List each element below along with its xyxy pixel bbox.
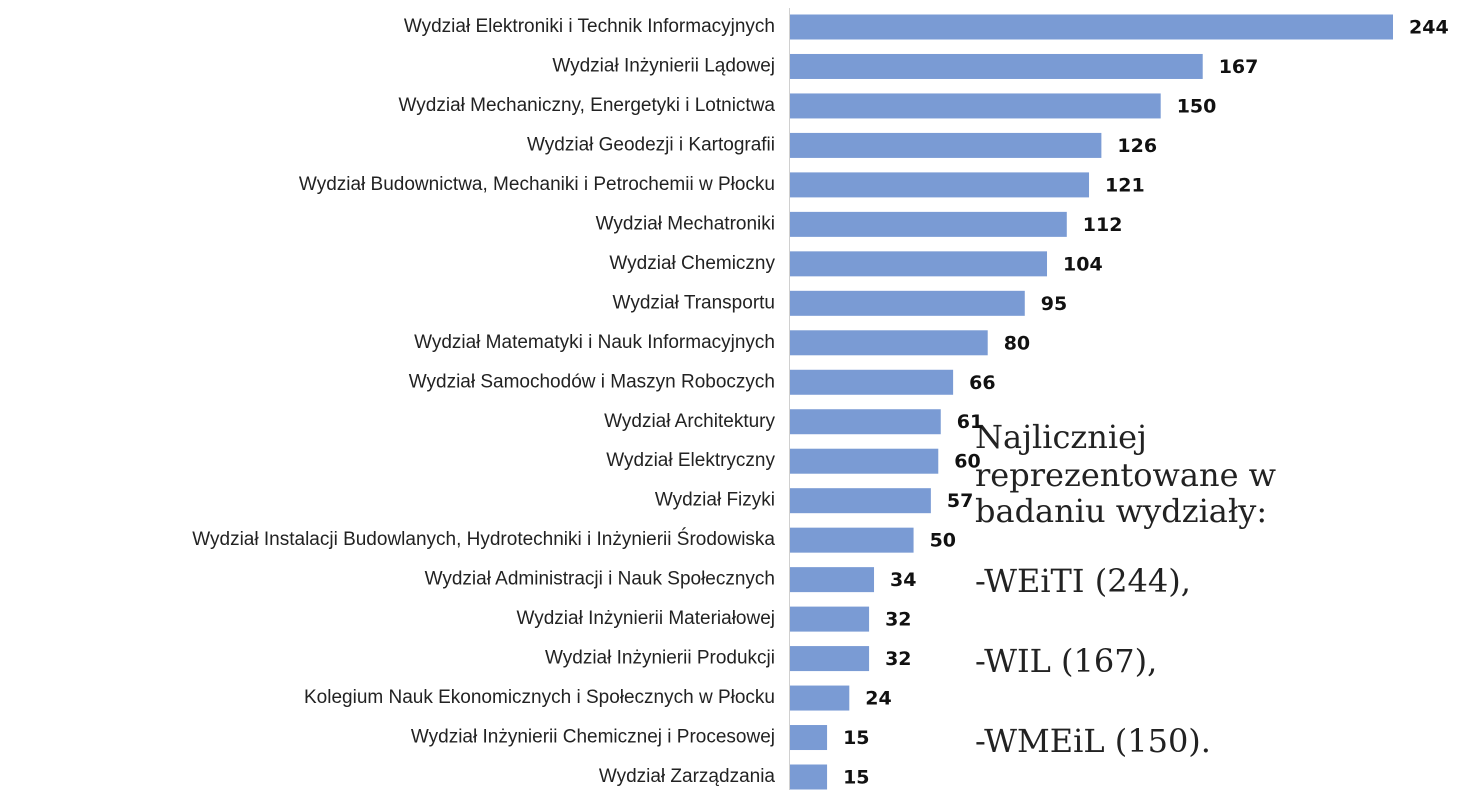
category-label: Wydział Geodezji i Kartografii xyxy=(527,134,775,155)
value-label: 95 xyxy=(1041,293,1067,315)
annotation-item: -WMEiL (150). xyxy=(975,722,1211,760)
bar xyxy=(790,251,1048,277)
bar xyxy=(790,567,875,593)
category-label: Wydział Inżynierii Lądowej xyxy=(552,55,775,76)
bar xyxy=(790,448,939,474)
annotation-heading: badaniu wydziały: xyxy=(975,492,1267,530)
bar xyxy=(790,53,1203,79)
value-label: 121 xyxy=(1105,174,1145,196)
bar xyxy=(790,330,988,356)
category-label: Wydział Mechaniczny, Energetyki i Lotnic… xyxy=(399,95,776,116)
value-label: 60 xyxy=(954,451,980,473)
bar xyxy=(790,646,870,672)
category-label: Wydział Fizyki xyxy=(655,490,775,511)
value-label: 126 xyxy=(1117,135,1157,157)
value-label: 244 xyxy=(1409,17,1449,39)
bar xyxy=(790,172,1090,198)
value-label: 50 xyxy=(930,530,956,552)
bar xyxy=(790,211,1067,237)
value-label: 15 xyxy=(843,727,869,749)
category-label: Wydział Inżynierii Chemicznej i Procesow… xyxy=(411,727,775,748)
value-label: 34 xyxy=(890,569,916,591)
value-label: 150 xyxy=(1177,95,1217,117)
category-label: Wydział Elektryczny xyxy=(606,450,775,471)
bar xyxy=(790,132,1102,158)
category-label: Wydział Zarządzania xyxy=(599,766,776,787)
category-label: Wydział Budownictwa, Mechaniki i Petroch… xyxy=(299,174,775,195)
value-label: 112 xyxy=(1083,214,1123,236)
value-label: 24 xyxy=(865,688,891,710)
value-label: 57 xyxy=(947,490,973,512)
annotation-item: -WEiTI (244), xyxy=(975,562,1191,600)
category-label: Wydział Transportu xyxy=(613,292,775,313)
bar xyxy=(790,488,931,514)
category-label: Kolegium Nauk Ekonomicznych i Społecznyc… xyxy=(304,687,775,708)
category-label: Wydział Mechatroniki xyxy=(596,213,775,234)
bar xyxy=(790,527,914,553)
category-label: Wydział Elektroniki i Technik Informacyj… xyxy=(404,16,775,37)
value-label: 61 xyxy=(957,411,983,433)
bar xyxy=(790,725,828,751)
annotation-heading: Najliczniej xyxy=(975,418,1147,456)
value-label: 80 xyxy=(1004,332,1030,354)
value-label: 15 xyxy=(843,767,869,789)
annotation-item: -WIL (167), xyxy=(975,642,1157,680)
category-label: Wydział Administracji i Nauk Społecznych xyxy=(425,569,775,590)
bar xyxy=(790,685,850,711)
bar xyxy=(790,606,870,632)
category-label: Wydział Matematyki i Nauk Informacyjnych xyxy=(414,332,775,353)
category-label: Wydział Inżynierii Produkcji xyxy=(545,648,775,669)
bar xyxy=(790,14,1393,40)
value-label: 66 xyxy=(969,372,995,394)
bar xyxy=(790,764,828,790)
value-label: 32 xyxy=(885,648,911,670)
bar xyxy=(790,369,954,395)
category-label: Wydział Instalacji Budowlanych, Hydrotec… xyxy=(192,528,775,550)
annotation-heading: reprezentowane w xyxy=(975,456,1276,494)
value-label: 167 xyxy=(1219,56,1259,78)
bar xyxy=(790,409,941,435)
annotation: Najliczniej reprezentowane w badaniu wyd… xyxy=(975,418,1276,760)
bar xyxy=(790,93,1161,119)
category-label: Wydział Samochodów i Maszyn Roboczych xyxy=(409,371,775,392)
bar xyxy=(790,290,1025,316)
value-label: 32 xyxy=(885,609,911,631)
category-label: Wydział Chemiczny xyxy=(609,253,775,274)
value-label: 104 xyxy=(1063,253,1103,275)
category-label: Wydział Architektury xyxy=(604,411,775,432)
category-label: Wydział Inżynierii Materiałowej xyxy=(516,608,775,629)
